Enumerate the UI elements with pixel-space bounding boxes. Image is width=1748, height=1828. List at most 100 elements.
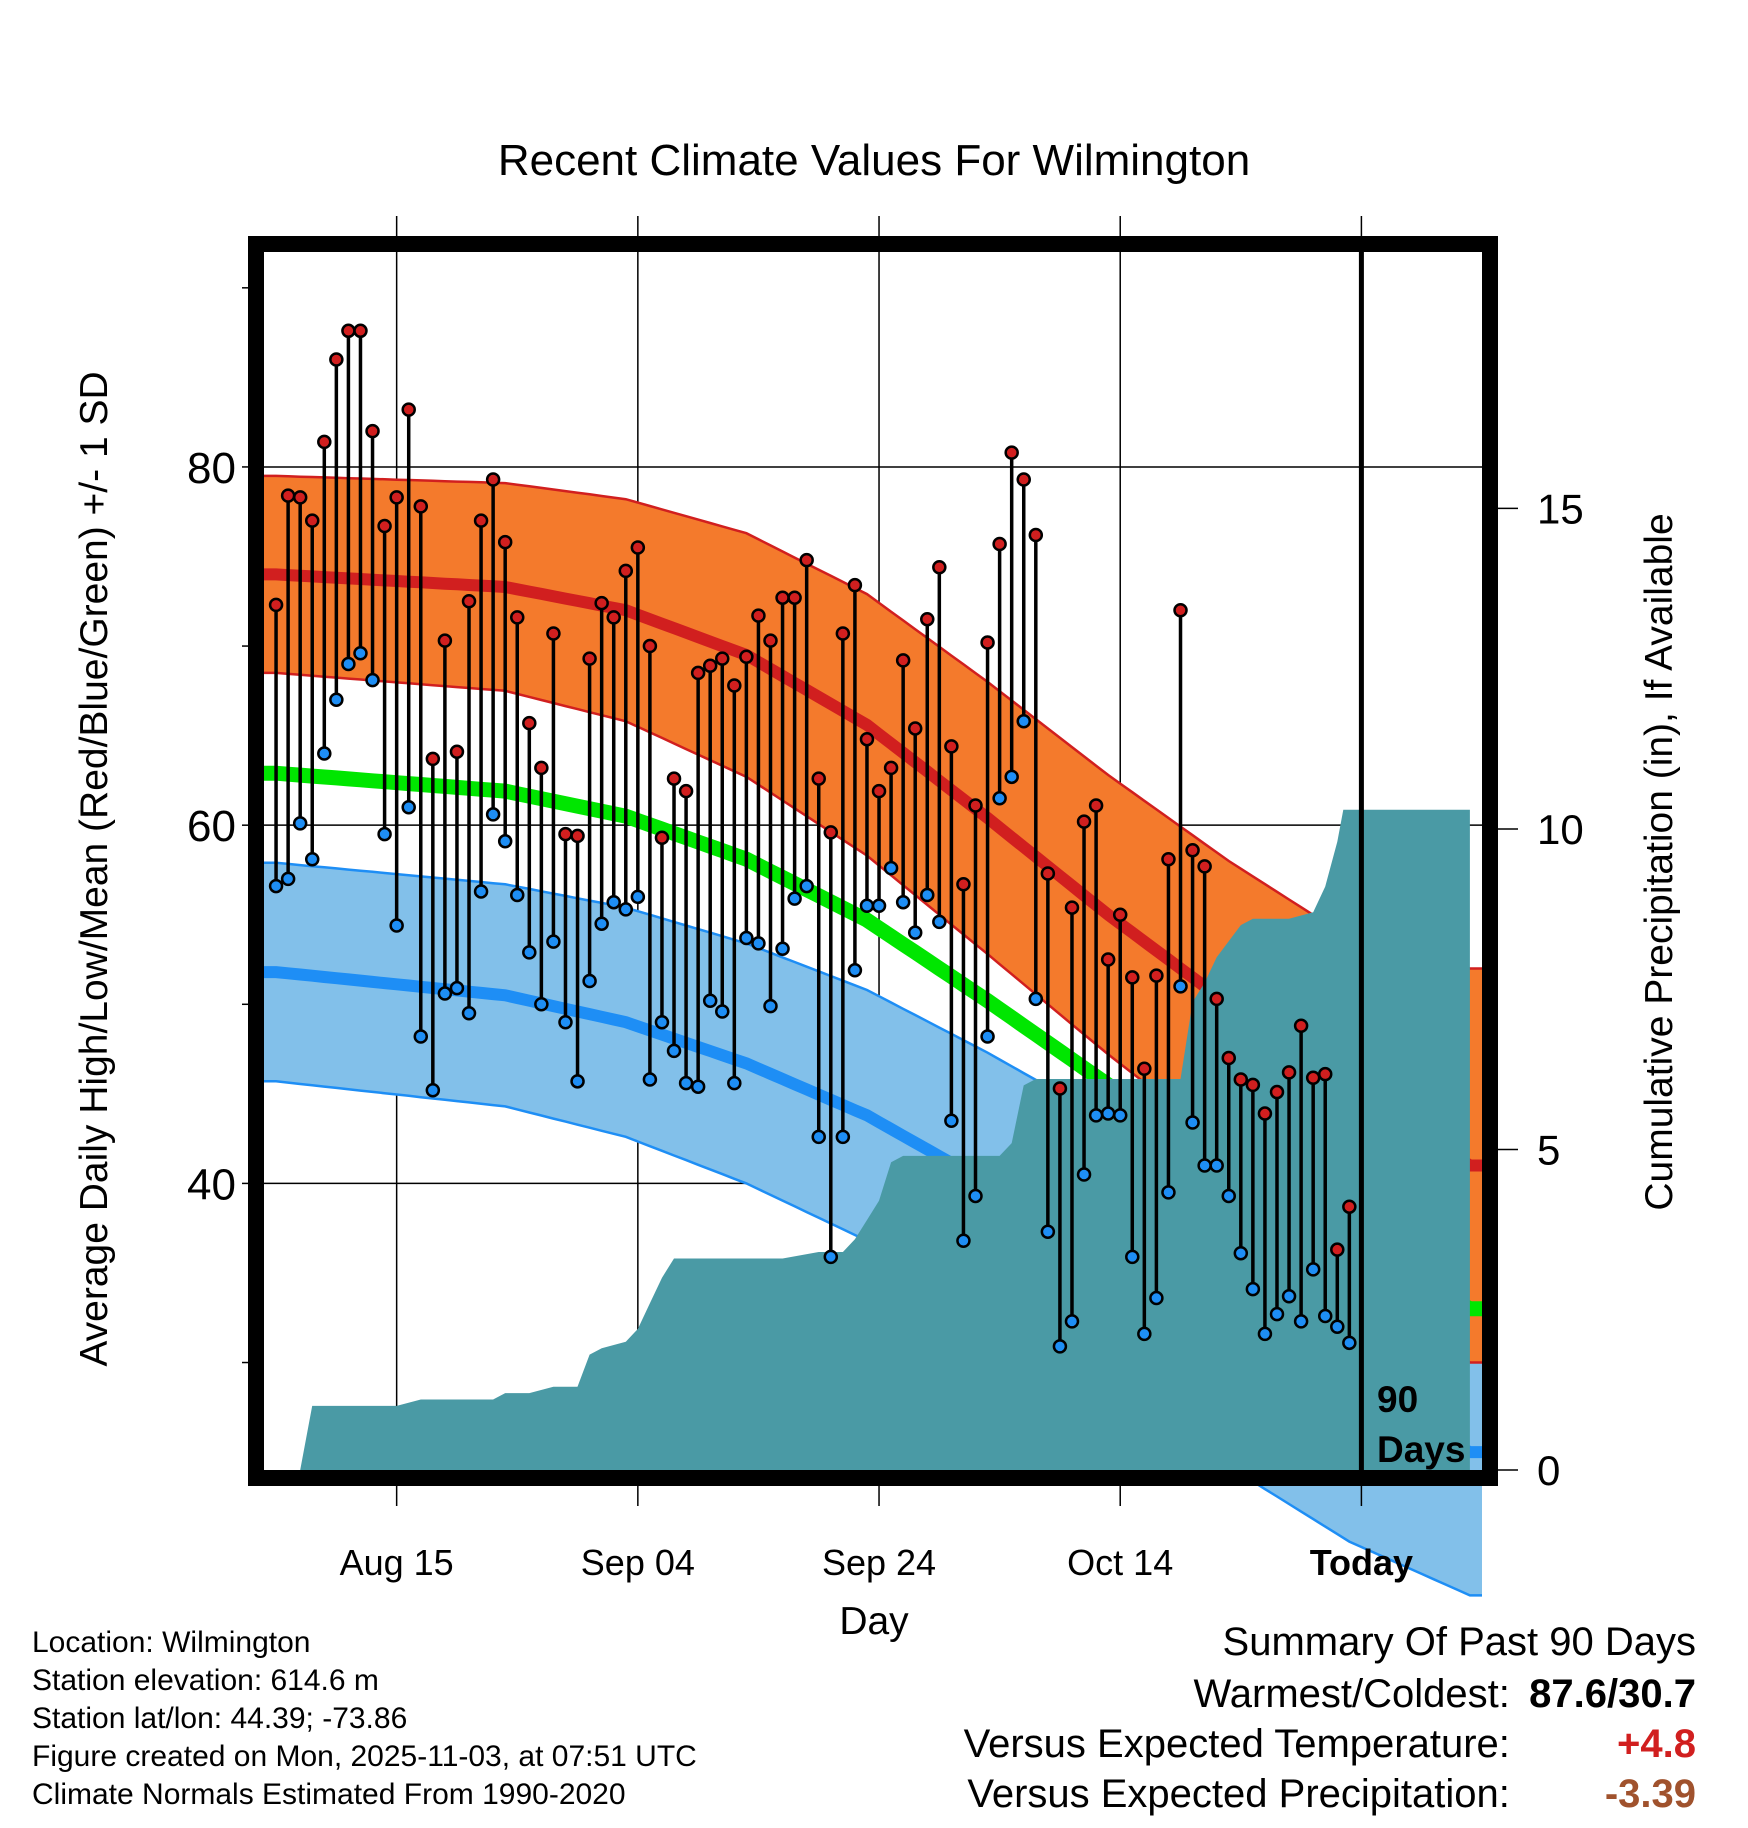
daily-low-point	[1342, 1335, 1357, 1351]
daily-high-point	[956, 877, 971, 892]
precipitation-anomaly-row: Versus Expected Precipitation: -3.39	[967, 1772, 1696, 1817]
daily-low-point	[1028, 991, 1044, 1007]
daily-low-point	[920, 887, 935, 903]
daily-high-point	[1281, 1065, 1297, 1080]
daily-low-point	[1149, 1290, 1164, 1306]
daily-high-point	[1257, 1106, 1273, 1121]
x-tick-label: Oct 14	[1067, 1542, 1173, 1583]
daily-low-point	[1161, 1185, 1176, 1200]
daily-low-point	[401, 800, 416, 815]
daily-high-point	[1064, 900, 1080, 915]
daily-high-point	[751, 608, 766, 623]
daily-high-point	[630, 540, 646, 555]
daily-high-point	[461, 594, 477, 609]
daily-low-point	[823, 1249, 839, 1265]
y-tick-label: 40	[187, 1160, 236, 1209]
daily-high-point	[1342, 1199, 1357, 1214]
daily-high-point	[968, 798, 983, 813]
daily-high-point	[1125, 970, 1140, 985]
daily-high-point	[1052, 1081, 1068, 1096]
daily-low-point	[944, 1113, 959, 1128]
daily-low-point	[389, 918, 404, 933]
daily-high-point	[317, 434, 332, 450]
daily-high-point	[799, 552, 814, 568]
daily-low-point	[317, 746, 332, 761]
latlon-text: Station lat/lon: 44.39; -73.86	[32, 1702, 408, 1735]
daily-low-point	[1112, 1108, 1128, 1123]
normals-text: Climate Normals Estimated From 1990-2020	[32, 1778, 626, 1811]
daily-high-point	[1100, 952, 1116, 967]
daily-high-point	[811, 771, 826, 786]
daily-high-point	[497, 534, 513, 550]
daily-low-point	[497, 834, 513, 849]
daily-low-point	[956, 1233, 971, 1248]
daily-low-point	[799, 878, 814, 894]
daily-high-point	[763, 633, 778, 648]
daily-high-point	[654, 830, 670, 845]
daily-low-point	[871, 898, 887, 914]
daily-high-point	[582, 651, 597, 666]
daily-high-point	[859, 731, 875, 747]
daily-high-point	[437, 633, 453, 648]
daily-low-point	[1221, 1188, 1237, 1204]
warmest-coldest-value: 87.6/30.7	[1529, 1672, 1696, 1716]
x-axis-label: Day	[839, 1600, 909, 1643]
y2-tick-label: 15	[1537, 485, 1584, 532]
daily-high-point	[1330, 1242, 1345, 1257]
y-tick-label: 60	[187, 802, 236, 851]
daily-high-point	[606, 610, 621, 625]
daily-low-point	[763, 998, 778, 1014]
daily-high-point	[534, 760, 549, 776]
station-info: Location: Wilmington Station elevation: …	[32, 1624, 697, 1814]
daily-high-point	[690, 665, 706, 681]
warmest-coldest-label: Warmest/Coldest:	[1193, 1672, 1510, 1716]
daily-high-point	[329, 352, 344, 367]
period-label-line1: 90	[1377, 1379, 1418, 1420]
daily-high-point	[389, 490, 404, 505]
daily-high-point	[1221, 1050, 1237, 1066]
daily-low-point	[715, 1004, 730, 1019]
precipitation-anomaly-label: Versus Expected Precipitation:	[967, 1772, 1510, 1816]
daily-low-point	[666, 1043, 682, 1059]
daily-low-point	[859, 898, 875, 914]
daily-low-point	[968, 1188, 983, 1204]
y2-tick-label: 5	[1537, 1126, 1560, 1173]
y-axis-label: Average Daily High/Low/Mean (Red/Blue/Gr…	[73, 371, 116, 1366]
daily-high-point	[980, 635, 995, 650]
period-label-line2: Days	[1377, 1429, 1465, 1470]
daily-high-point	[1209, 991, 1224, 1007]
y2-tick-label: 0	[1537, 1447, 1560, 1494]
daily-high-point	[1245, 1077, 1261, 1093]
location-text: Location: Wilmington	[32, 1626, 311, 1659]
daily-low-point	[485, 807, 501, 822]
daily-low-point	[534, 997, 549, 1012]
daily-high-point	[413, 499, 429, 514]
daily-low-point	[811, 1129, 826, 1145]
y2-axis-label: Cumulative Precipitation (in), If Availa…	[1638, 513, 1681, 1210]
daily-low-point	[642, 1072, 658, 1087]
daily-high-point	[944, 739, 959, 754]
daily-high-point	[920, 611, 935, 627]
daily-low-point	[1125, 1249, 1140, 1265]
daily-low-point	[654, 1014, 670, 1030]
daily-high-point	[1040, 866, 1056, 881]
daily-high-point	[642, 638, 658, 654]
daily-low-point	[377, 826, 392, 842]
daily-low-point	[292, 816, 308, 831]
daily-low-point	[1305, 1262, 1321, 1277]
summary-panel: Summary Of Past 90 Days Warmest/Coldest:…	[796, 1620, 1696, 1825]
daily-low-point	[461, 1006, 477, 1021]
daily-high-point	[1112, 907, 1128, 922]
daily-low-point	[835, 1129, 851, 1145]
daily-high-point	[1161, 851, 1176, 867]
elevation-text: Station elevation: 614.6 m	[32, 1664, 379, 1697]
daily-low-point	[1317, 1308, 1333, 1324]
chart-title: Recent Climate Values For Wilmington	[498, 136, 1250, 185]
daily-low-point	[678, 1075, 694, 1091]
daily-high-point	[787, 590, 802, 605]
daily-low-point	[775, 941, 790, 957]
daily-high-point	[666, 771, 682, 786]
daily-low-point	[341, 656, 356, 672]
daily-high-point	[727, 678, 742, 693]
daily-high-point	[1028, 527, 1044, 543]
